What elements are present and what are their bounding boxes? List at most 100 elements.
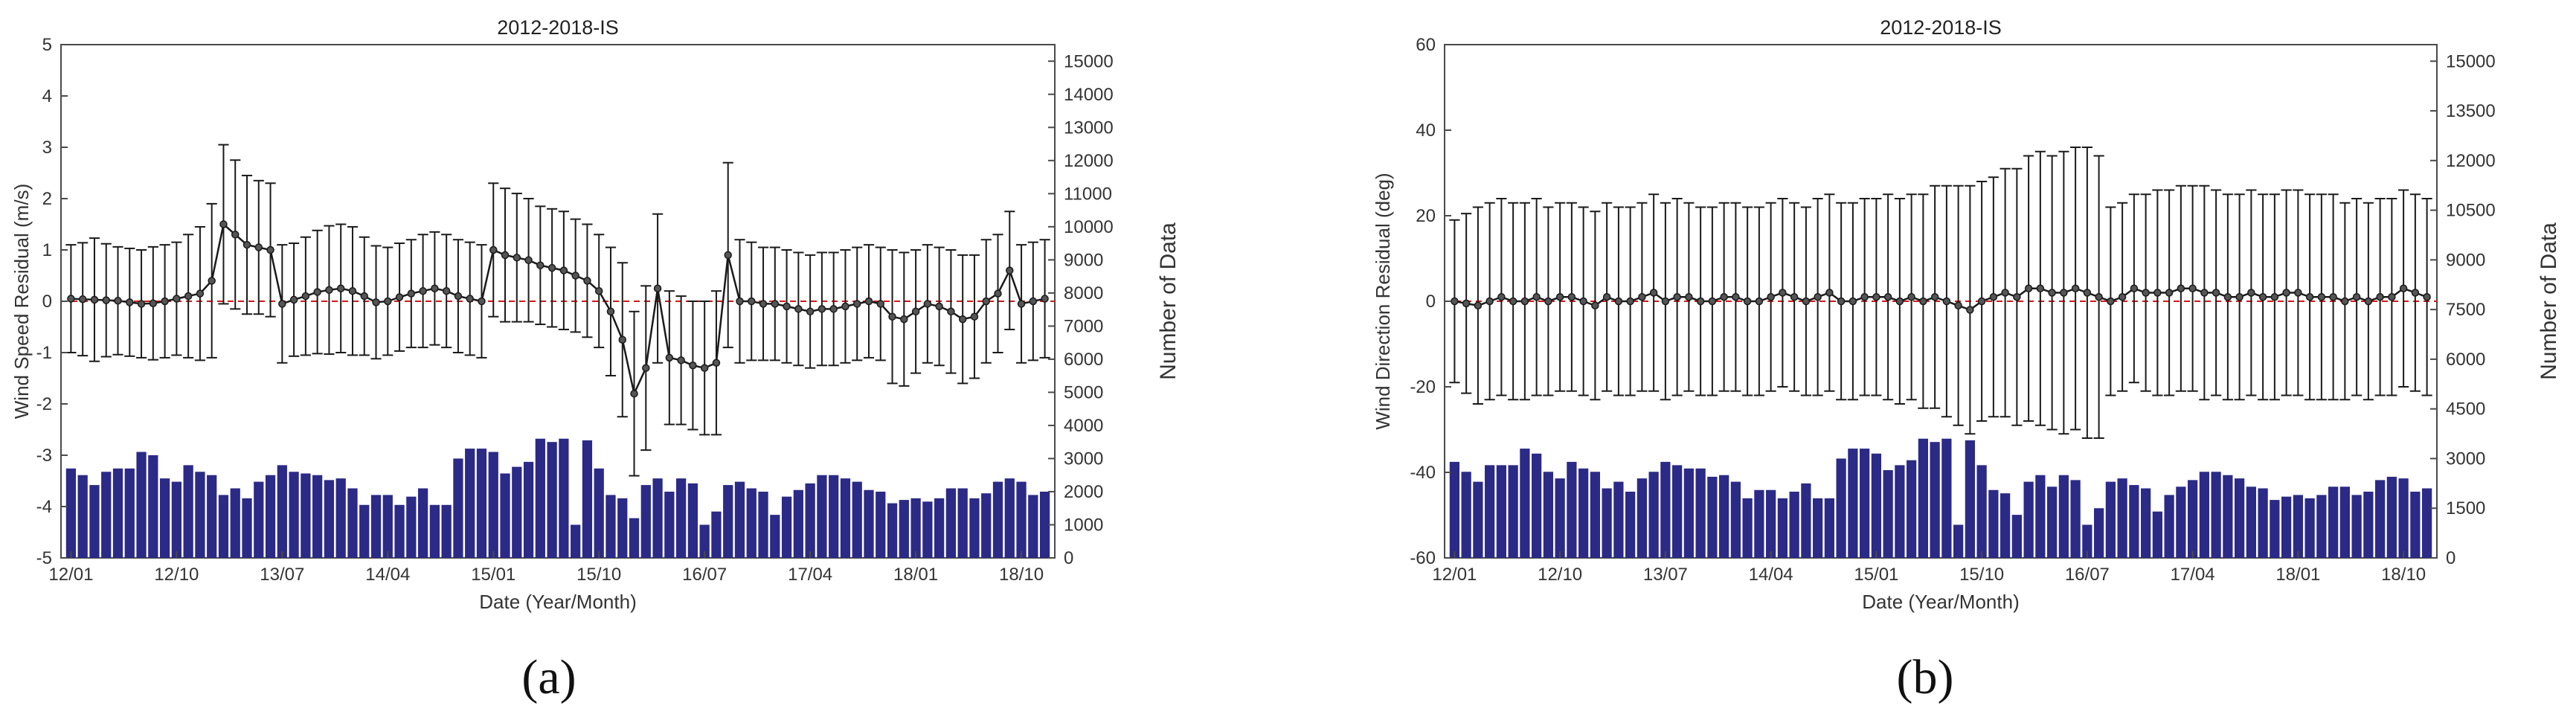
y2-tick-label: 12000: [2446, 151, 2496, 171]
data-count-bar: [594, 468, 604, 558]
chart-title: 2012-2018-IS: [1880, 16, 2002, 39]
data-count-bar: [359, 504, 370, 558]
y2-tick-label: 4500: [2446, 399, 2485, 420]
data-count-bar: [2316, 495, 2327, 558]
data-count-bar: [500, 473, 510, 558]
y2-tick-label: 7500: [2446, 300, 2485, 320]
y2-tick-label: 14000: [1064, 85, 1114, 105]
data-count-bar: [723, 485, 733, 558]
y-tick-label: 40: [1416, 121, 1436, 141]
y2-tick-label: 2000: [1064, 482, 1103, 502]
data-count-bar: [2199, 472, 2209, 558]
x-tick-label: 16/07: [2065, 565, 2110, 585]
data-count-bar: [289, 472, 299, 558]
mean-residual-point: [1555, 293, 1564, 301]
mean-residual-point: [325, 286, 333, 295]
mean-residual-point: [126, 298, 134, 306]
data-count-bar: [1602, 488, 1612, 558]
mean-residual-point: [2083, 289, 2092, 297]
mean-residual-point: [1638, 293, 1646, 301]
mean-residual-point: [2177, 284, 2185, 292]
data-count-bar: [406, 496, 417, 558]
y2-tick-label: 6000: [2446, 350, 2485, 370]
data-count-bar: [945, 488, 957, 558]
x-tick-label: 15/10: [1959, 565, 2004, 585]
mean-residual-point: [841, 302, 849, 311]
data-count-bar: [512, 466, 522, 558]
mean-residual-point: [2247, 289, 2255, 297]
mean-residual-point: [1837, 297, 1846, 306]
data-count-bar: [1683, 468, 1694, 558]
data-count-bar: [370, 495, 382, 558]
y2-tick-label: 12000: [1064, 151, 1114, 171]
mean-residual-point: [1930, 293, 1939, 301]
mean-residual-point: [78, 295, 87, 303]
mean-residual-point: [289, 295, 298, 304]
x-tick-label: 15/01: [471, 565, 515, 585]
data-count-bar: [207, 475, 217, 558]
mean-residual-point: [2223, 293, 2232, 301]
mean-residual-point: [1626, 297, 1634, 306]
mean-residual-point: [935, 302, 943, 311]
data-count-bar: [2141, 488, 2151, 558]
data-count-bar: [382, 495, 393, 558]
mean-residual-point: [2411, 289, 2420, 297]
mean-residual-point: [360, 292, 368, 301]
data-count-bar: [817, 475, 827, 558]
data-count-bar: [781, 496, 792, 558]
x-tick-label: 15/01: [1854, 565, 1898, 585]
data-count-bar: [1918, 438, 1928, 558]
mean-residual-point: [1544, 297, 1552, 306]
caption-b: (b): [1897, 650, 1954, 704]
mean-residual-point: [219, 220, 228, 228]
mean-residual-point: [266, 245, 274, 254]
mean-residual-point: [1649, 289, 1658, 297]
data-count-bar: [2070, 480, 2081, 558]
data-count-bar: [1039, 491, 1050, 558]
data-count-bar: [957, 488, 968, 558]
mean-residual-point: [794, 305, 803, 313]
y-axis-label: Wind Speed Residual (m/s): [10, 184, 33, 419]
data-count-bar: [2386, 476, 2397, 558]
y2-tick-label: 3000: [2446, 449, 2485, 469]
mean-residual-point: [1779, 289, 1787, 297]
data-count-bar: [571, 524, 581, 558]
mean-residual-point: [384, 297, 392, 306]
mean-residual-point: [1509, 297, 1517, 306]
mean-residual-point: [1532, 293, 1541, 301]
mean-residual-point: [2130, 284, 2139, 292]
data-count-bar: [1496, 465, 1507, 558]
y2-tick-label: 9000: [2446, 250, 2485, 270]
x-tick-label: 18/01: [893, 565, 938, 585]
mean-residual-point: [1685, 293, 1693, 301]
mean-residual-point: [161, 297, 169, 306]
y-tick-label: 0: [1426, 292, 1436, 312]
y2-tick-label: 3000: [1064, 449, 1103, 469]
mean-residual-point: [1520, 297, 1529, 306]
mean-residual-point: [571, 272, 579, 280]
data-count-bar: [2211, 472, 2221, 558]
data-count-bar: [2304, 498, 2315, 558]
mean-residual-point: [700, 364, 709, 372]
mean-residual-point: [1661, 297, 1670, 306]
mean-residual-point: [278, 300, 286, 308]
data-count-bar: [1555, 478, 1565, 558]
mean-residual-point: [1872, 293, 1880, 301]
data-count-bar: [2339, 486, 2350, 558]
x-tick-label: 12/10: [1538, 565, 1582, 585]
mean-residual-point: [513, 254, 521, 262]
mean-residual-point: [1895, 297, 1904, 306]
data-count-bar: [1707, 476, 1718, 558]
mean-residual-point: [982, 297, 990, 306]
data-count-bar: [1485, 465, 1495, 558]
data-count-bar: [535, 438, 545, 558]
data-count-bar: [664, 491, 675, 558]
mean-residual-point: [1732, 293, 1740, 301]
data-count-bar: [629, 518, 640, 558]
data-count-bar: [1988, 489, 1999, 558]
mean-residual-point: [2364, 297, 2373, 306]
y2-tick-label: 13500: [2446, 101, 2496, 121]
mean-residual-point: [336, 284, 345, 292]
data-count-bar: [1813, 498, 1823, 558]
data-count-bar: [265, 475, 276, 558]
